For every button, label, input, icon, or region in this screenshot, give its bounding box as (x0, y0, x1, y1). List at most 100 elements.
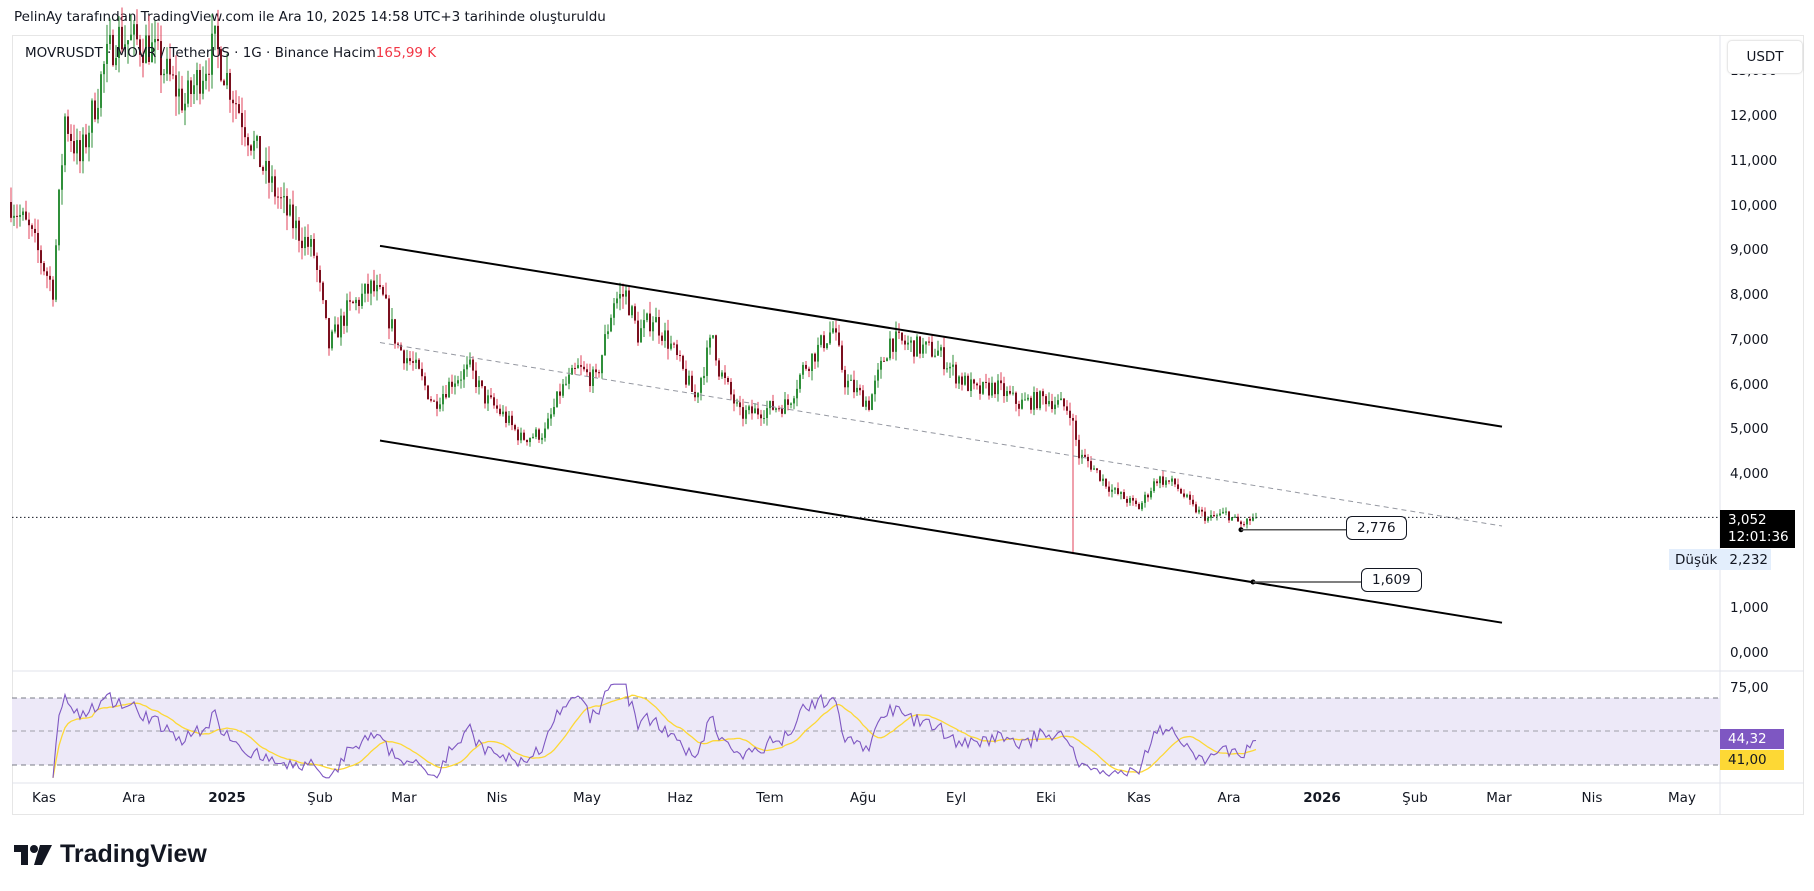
candle-body (1009, 391, 1011, 394)
rsi-ma-value-label: 41,00 (1720, 750, 1784, 770)
candle-body (64, 116, 66, 166)
candle-body (220, 49, 222, 81)
candle-body (556, 391, 558, 407)
candle-body (73, 140, 75, 154)
candle-body (838, 332, 840, 346)
candle-body (1120, 492, 1122, 494)
candle-body (127, 40, 129, 45)
candle-body (859, 387, 861, 391)
candle-body (1240, 521, 1242, 525)
candle-body (1081, 454, 1083, 459)
candle-body (691, 375, 693, 392)
candle-body (1210, 515, 1212, 518)
candle-body (799, 374, 801, 389)
candle-body (268, 160, 270, 183)
candle-body (31, 225, 33, 229)
candle-body (25, 211, 27, 220)
candle-body (862, 390, 864, 407)
candle-body (235, 103, 237, 105)
candle-body (1234, 516, 1236, 518)
candle-body (1171, 478, 1173, 482)
time-tick-label: May (573, 790, 601, 806)
candle-body (406, 358, 408, 364)
candle-body (979, 385, 981, 394)
symbol-legend[interactable]: MOVRUSDT · MOVR / TetherUS · 1G · Binanc… (25, 45, 436, 61)
currency-button[interactable]: USDT (1727, 40, 1803, 74)
candle-body (760, 414, 762, 419)
candle-body (52, 279, 54, 300)
candle-body (766, 408, 768, 419)
candle-body (421, 368, 423, 377)
candle-body (175, 75, 177, 97)
candle-body (376, 284, 378, 292)
candle-body (1177, 484, 1179, 489)
chart-attribution: PelinAy tarafından TradingView.com ile A… (14, 9, 606, 25)
trend-channel[interactable] (379, 244, 1503, 624)
candle-body (619, 294, 621, 299)
candle-body (1195, 504, 1197, 513)
candle-body (1036, 392, 1038, 409)
trend-line-lower (379, 439, 1503, 624)
candle-body (976, 383, 978, 386)
candle-body (292, 204, 294, 229)
candle-body (1207, 517, 1209, 521)
candle-body (889, 338, 891, 359)
annotation-price-label[interactable]: 1,609 (1361, 567, 1422, 592)
time-tick-label: Şub (307, 790, 333, 806)
time-tick-label: Kas (1127, 790, 1151, 806)
candle-body (94, 100, 96, 120)
candle-body (613, 303, 615, 318)
candle-body (739, 402, 741, 408)
candle-body (61, 165, 63, 190)
candle-body (322, 282, 324, 301)
candle-body (238, 104, 240, 113)
candle-body (196, 69, 198, 86)
candle-body (1144, 494, 1146, 503)
candle-body (481, 380, 483, 387)
candle-body (934, 355, 936, 357)
candle-body (1174, 478, 1176, 485)
candle-body (274, 176, 276, 197)
candle-body (367, 283, 369, 294)
candle-body (337, 324, 339, 338)
current-price-label: 3,052 12:01:36 (1720, 510, 1795, 548)
candle-body (1000, 380, 1002, 384)
candle-body (79, 140, 81, 162)
candle-body (133, 24, 135, 35)
candle-body (1063, 398, 1065, 407)
candle-body (724, 372, 726, 379)
candle-body (511, 415, 513, 426)
candle-body (502, 411, 504, 415)
candle-body (298, 220, 300, 241)
price-tick-label: 10,000 (1730, 197, 1778, 214)
candle-body (1165, 480, 1167, 485)
tradingview-logo[interactable]: TradingView (14, 840, 207, 869)
candle-body (736, 402, 738, 404)
candle-body (1180, 488, 1182, 494)
candle-body (460, 379, 462, 381)
annotation-lines[interactable] (1238, 527, 1362, 585)
candle-body (943, 347, 945, 370)
candle-body (394, 319, 396, 344)
candle-body (214, 25, 216, 34)
candle-body (514, 425, 516, 430)
candle-body (808, 368, 810, 372)
candle-body (415, 359, 417, 363)
annotation-price-label[interactable]: 2,776 (1346, 515, 1407, 540)
candle-body (901, 332, 903, 341)
candle-body (1123, 492, 1125, 499)
candle-body (1231, 517, 1233, 521)
candle-body (256, 136, 258, 141)
candle-body (550, 414, 552, 419)
candle-body (763, 418, 765, 420)
candle-body (379, 284, 381, 287)
candles (10, 7, 1257, 555)
candle-body (397, 343, 399, 345)
time-tick-label: May (1668, 790, 1696, 806)
candle-body (1084, 454, 1086, 457)
candle-body (685, 368, 687, 385)
candle-body (160, 41, 162, 76)
candle-body (946, 368, 948, 370)
candle-body (664, 330, 666, 341)
